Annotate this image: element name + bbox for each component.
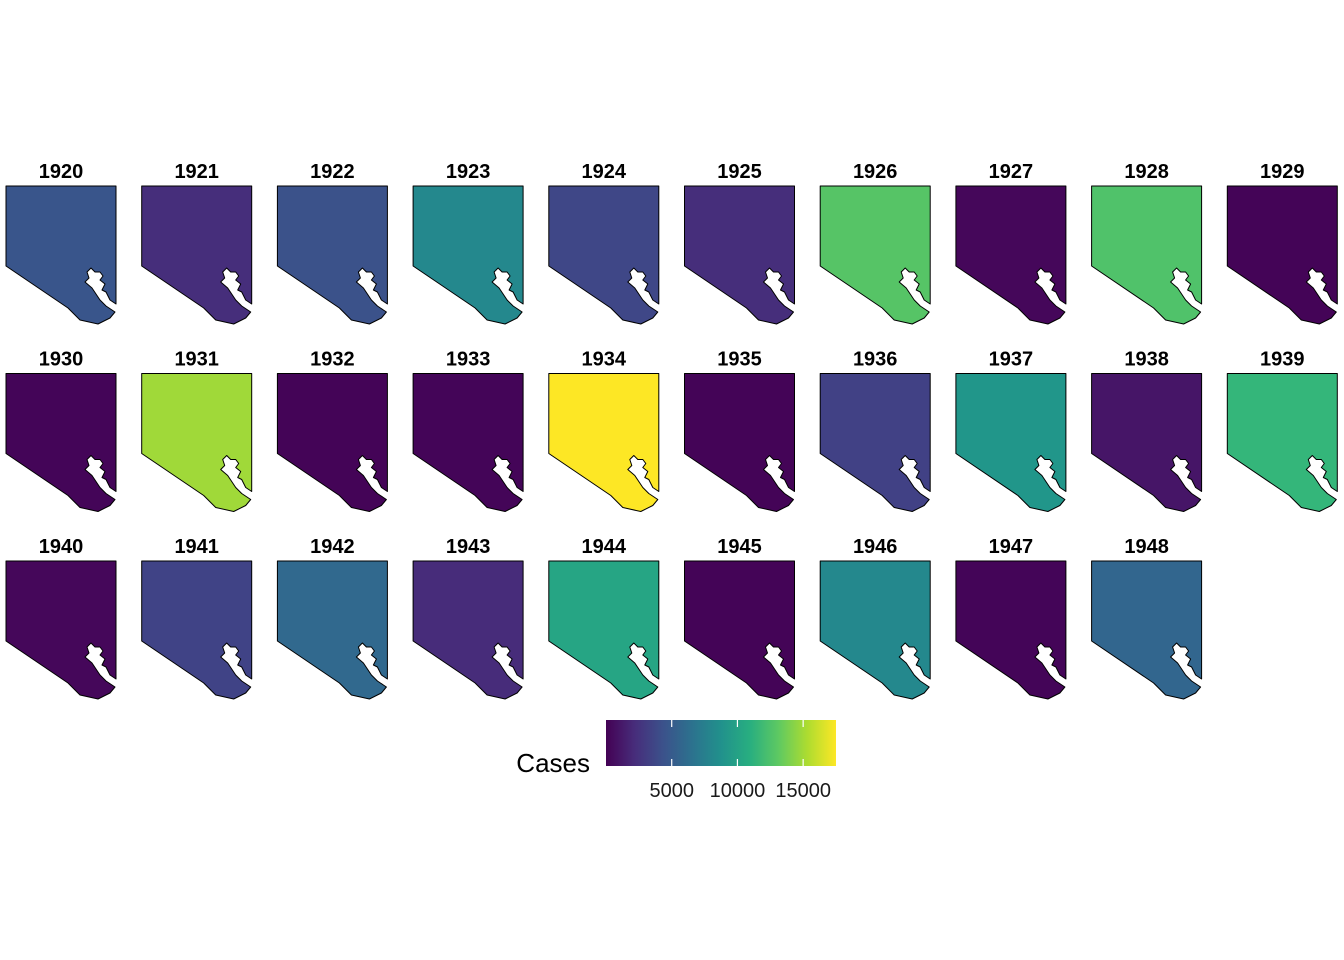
facet-panel-1942: 1942 bbox=[276, 536, 388, 700]
region-shape bbox=[684, 560, 795, 700]
facet-panel-1941: 1941 bbox=[141, 536, 253, 700]
legend-title: Cases bbox=[516, 748, 590, 778]
region-shape bbox=[412, 185, 524, 325]
region-shape bbox=[412, 373, 524, 512]
region-shape bbox=[548, 185, 660, 325]
legend-colorbar bbox=[606, 720, 836, 766]
panel-title: 1937 bbox=[989, 349, 1034, 371]
panel-title: 1929 bbox=[1260, 161, 1305, 183]
legend-tick-label: 5000 bbox=[649, 780, 694, 802]
region-shape bbox=[1091, 373, 1203, 512]
region-shape bbox=[955, 560, 1067, 700]
region-shape bbox=[684, 373, 795, 512]
panel-title: 1930 bbox=[39, 349, 84, 371]
facet-panel-1943: 1943 bbox=[412, 536, 524, 700]
panel-title: 1925 bbox=[717, 161, 762, 183]
region-shape bbox=[276, 373, 388, 512]
facet-panel-1947: 1947 bbox=[955, 536, 1067, 700]
facet-panel-1932: 1932 bbox=[276, 349, 388, 512]
region-shape bbox=[819, 560, 931, 700]
panel-title: 1933 bbox=[446, 349, 491, 371]
facet-panel-1934: 1934 bbox=[548, 349, 660, 512]
facet-panel-1946: 1946 bbox=[819, 536, 931, 700]
region-shape bbox=[141, 560, 253, 700]
region-shape bbox=[141, 185, 253, 325]
panel-title: 1921 bbox=[174, 161, 219, 183]
region-shape bbox=[1091, 185, 1203, 325]
facet-panel-1923: 1923 bbox=[412, 161, 524, 325]
panel-title: 1944 bbox=[582, 536, 627, 558]
panel-title: 1920 bbox=[39, 161, 84, 183]
panel-title: 1927 bbox=[989, 161, 1034, 183]
panel-title: 1931 bbox=[174, 349, 219, 371]
panel-title: 1945 bbox=[717, 536, 762, 558]
region-shape bbox=[819, 373, 931, 512]
facet-panel-1945: 1945 bbox=[684, 536, 795, 700]
region-shape bbox=[412, 560, 524, 700]
facet-panel-1939: 1939 bbox=[1226, 349, 1338, 512]
facet-panel-1948: 1948 bbox=[1091, 536, 1203, 700]
region-shape bbox=[276, 185, 388, 325]
panel-title: 1932 bbox=[310, 349, 355, 371]
region-shape bbox=[5, 560, 117, 700]
region-shape bbox=[5, 185, 117, 325]
panel-title: 1926 bbox=[853, 161, 898, 183]
region-shape bbox=[684, 185, 795, 325]
facet-panel-1925: 1925 bbox=[684, 161, 795, 325]
region-shape bbox=[5, 373, 117, 512]
facet-panel-1922: 1922 bbox=[276, 161, 388, 325]
panel-title: 1935 bbox=[717, 349, 762, 371]
facet-panel-1937: 1937 bbox=[955, 349, 1067, 512]
facet-panel-1930: 1930 bbox=[5, 349, 117, 512]
panel-title: 1928 bbox=[1124, 161, 1169, 183]
facet-panel-1928: 1928 bbox=[1091, 161, 1203, 325]
legend-tick-label: 10000 bbox=[710, 780, 766, 802]
facet-panels: 1920 1921 1922 1923 1924 1925 1926 1927 1928 1929… bbox=[5, 161, 1338, 700]
panel-title: 1942 bbox=[310, 536, 355, 558]
panel-title: 1946 bbox=[853, 536, 898, 558]
panel-title: 1940 bbox=[39, 536, 84, 558]
panel-title: 1922 bbox=[310, 161, 355, 183]
facet-panel-1927: 1927 bbox=[955, 161, 1067, 325]
panel-title: 1948 bbox=[1124, 536, 1169, 558]
region-shape bbox=[1226, 373, 1338, 512]
facet-panel-1926: 1926 bbox=[819, 161, 931, 325]
legend-ticks: 5000 10000 15000 bbox=[649, 720, 831, 802]
region-shape bbox=[955, 185, 1067, 325]
panel-title: 1924 bbox=[582, 161, 627, 183]
facet-panel-1933: 1933 bbox=[412, 349, 524, 512]
facet-panel-1924: 1924 bbox=[548, 161, 660, 325]
panel-title: 1936 bbox=[853, 349, 898, 371]
facet-panel-1929: 1929 bbox=[1226, 161, 1338, 325]
facet-panel-1940: 1940 bbox=[5, 536, 117, 700]
region-shape bbox=[1226, 185, 1338, 325]
facet-panel-1944: 1944 bbox=[548, 536, 660, 700]
region-shape bbox=[548, 373, 660, 512]
region-shape bbox=[276, 560, 388, 700]
facet-panel-1931: 1931 bbox=[141, 349, 253, 512]
panel-title: 1934 bbox=[582, 349, 627, 371]
facet-panel-1935: 1935 bbox=[684, 349, 795, 512]
facet-panel-1938: 1938 bbox=[1091, 349, 1203, 512]
panel-title: 1938 bbox=[1124, 349, 1169, 371]
region-shape bbox=[819, 185, 931, 325]
region-shape bbox=[955, 373, 1067, 512]
region-shape bbox=[548, 560, 660, 700]
region-shape bbox=[141, 373, 253, 512]
panel-title: 1923 bbox=[446, 161, 491, 183]
region-shape bbox=[1091, 560, 1203, 700]
color-legend: Cases 5000 10000 15000 bbox=[516, 720, 836, 802]
panel-title: 1939 bbox=[1260, 349, 1305, 371]
facet-panel-1921: 1921 bbox=[141, 161, 253, 325]
facet-panel-1920: 1920 bbox=[5, 161, 117, 325]
legend-tick-label: 15000 bbox=[775, 780, 831, 802]
panel-title: 1943 bbox=[446, 536, 491, 558]
facet-panel-1936: 1936 bbox=[819, 349, 931, 512]
panel-title: 1941 bbox=[174, 536, 219, 558]
panel-title: 1947 bbox=[989, 536, 1034, 558]
